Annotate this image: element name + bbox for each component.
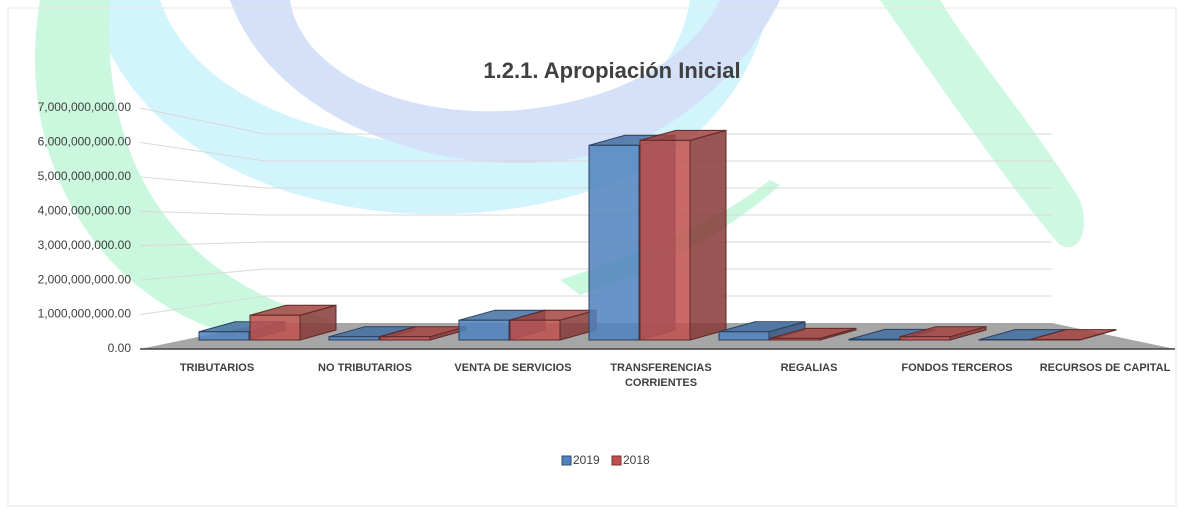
bar-front (249, 314, 301, 341)
x-tick-label: REGALIAS (780, 362, 838, 374)
legend: 2019 2018 (561, 453, 650, 467)
bar (718, 321, 806, 341)
bar-front (899, 336, 951, 341)
bar-front (509, 319, 561, 341)
bar (249, 304, 337, 341)
legend-label: 2018 (623, 453, 650, 467)
grid-line (139, 141, 1052, 162)
grid (139, 107, 1052, 316)
grid-line (139, 176, 1052, 189)
bar (509, 309, 597, 341)
bar-front (328, 336, 380, 341)
grid-line (139, 210, 1052, 216)
x-tick-label: VENTA DE SERVICIOS (454, 362, 572, 374)
bar-front (588, 144, 640, 341)
grid-line (139, 268, 1052, 281)
bar (769, 327, 857, 341)
bar-front (379, 336, 431, 341)
bar (1029, 329, 1117, 341)
y-tick-label: 7,000,000,000.00 (38, 100, 132, 114)
grid-line (139, 241, 1052, 247)
y-tick-label: 6,000,000,000.00 (38, 135, 132, 149)
bars (198, 129, 1117, 341)
bar-front (458, 319, 510, 341)
y-tick-label: 4,000,000,000.00 (38, 203, 132, 217)
bar-front (769, 337, 821, 341)
y-tick-label: 5,000,000,000.00 (38, 169, 132, 183)
bar-front (639, 139, 691, 341)
bar-front (198, 331, 250, 341)
x-tick-label: TRIBUTARIOS (179, 362, 255, 374)
grid-line (139, 107, 1052, 135)
x-tick-label: RECURSOS DE CAPITAL (1039, 362, 1171, 374)
chart-border (7, 7, 1177, 507)
x-tick-label: FONDOS TERCEROS (901, 362, 1013, 374)
y-tick-label: 0.00 (108, 341, 132, 355)
chart-title: 1.2.1. Apropiación Inicial (483, 58, 740, 83)
bar (639, 129, 727, 341)
y-tick-label: 1,000,000,000.00 (38, 307, 132, 321)
bar (379, 326, 467, 341)
legend-swatch (561, 455, 572, 466)
x-tick-label: NO TRIBUTARIOS (318, 362, 412, 374)
bar-front (848, 338, 900, 341)
y-tick-label: 3,000,000,000.00 (38, 238, 132, 252)
legend-label: 2019 (573, 453, 600, 467)
x-tick-label: TRANSFERENCIAS CORRIENTES (610, 362, 712, 389)
background-decoration (35, 0, 1084, 340)
bar-front (718, 331, 770, 341)
bar-side (689, 129, 727, 341)
grid-line (139, 295, 1052, 316)
y-tick-label: 2,000,000,000.00 (38, 272, 132, 286)
bar (899, 326, 987, 341)
legend-swatch (611, 455, 622, 466)
